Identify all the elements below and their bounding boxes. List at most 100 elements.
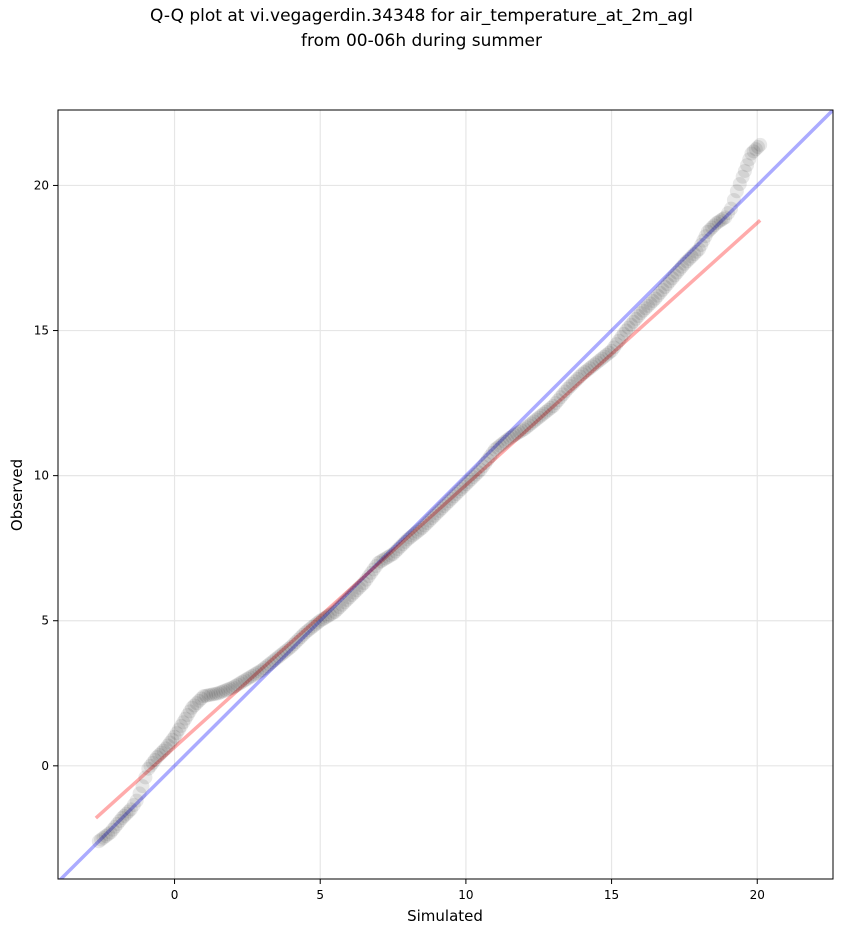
qq-point <box>691 242 706 257</box>
x-tick-label: 15 <box>604 888 619 902</box>
qq-point <box>335 597 350 612</box>
y-tick-label: 10 <box>34 469 49 483</box>
qq-point <box>383 548 398 563</box>
qq-point <box>185 700 200 715</box>
qq-point <box>616 326 631 341</box>
y-tick-label: 20 <box>34 178 49 192</box>
qq-point <box>665 271 680 286</box>
qq-point <box>359 572 374 587</box>
qq-point <box>449 487 464 502</box>
qq-point <box>640 298 655 313</box>
qq-point <box>129 793 144 808</box>
qq-point <box>696 233 711 248</box>
qq-point <box>126 798 141 813</box>
qq-point <box>592 353 607 368</box>
qq-point <box>257 661 272 676</box>
qq-point <box>393 539 408 554</box>
qq-point <box>563 379 578 394</box>
qq-point <box>650 288 665 303</box>
qq-point <box>560 381 575 396</box>
qq-point <box>609 337 624 352</box>
qq-point <box>349 583 364 598</box>
qq-point <box>369 559 384 574</box>
qq-point <box>269 651 284 666</box>
qq-point <box>558 384 573 399</box>
qq-point <box>264 655 279 670</box>
qq-point <box>478 456 493 471</box>
qq-point <box>303 621 318 636</box>
qq-point <box>242 670 257 685</box>
qq-point <box>410 524 425 539</box>
qq-point <box>415 520 430 535</box>
qq-point <box>483 449 498 464</box>
qq-point <box>187 698 202 713</box>
qq-point <box>672 262 687 277</box>
qq-point <box>753 137 768 152</box>
qq-point <box>604 343 619 358</box>
qq-point <box>424 511 439 526</box>
qq-point <box>705 220 720 235</box>
qq-point <box>594 351 609 366</box>
qq-point <box>577 365 592 380</box>
qq-point <box>611 333 626 348</box>
qq-point <box>339 592 354 607</box>
qq-point <box>526 414 541 429</box>
qq-point <box>531 410 546 425</box>
qq-point <box>230 677 245 692</box>
qq-point <box>252 664 267 679</box>
x-tick-label: 5 <box>316 888 324 902</box>
qq-point <box>171 722 186 737</box>
qq-point <box>434 501 449 516</box>
qq-point <box>517 422 532 437</box>
qq-point <box>536 406 551 421</box>
qq-point <box>199 688 214 703</box>
qq-point <box>201 688 216 703</box>
qq-point <box>378 551 393 566</box>
qq-point <box>211 686 226 701</box>
qq-point <box>422 513 437 528</box>
qq-point <box>110 816 125 831</box>
qq-point <box>96 830 111 845</box>
qq-point <box>274 647 289 662</box>
qq-point <box>556 387 571 402</box>
qq-point <box>390 542 405 557</box>
qq-point <box>740 158 755 173</box>
qq-point <box>356 576 371 591</box>
qq-point <box>271 649 286 664</box>
qq-point <box>602 345 617 360</box>
quantile-points <box>91 137 768 849</box>
qq-point <box>446 489 461 504</box>
qq-point <box>541 402 556 417</box>
qq-point <box>718 210 733 225</box>
qq-point <box>512 425 527 440</box>
qq-point <box>645 294 660 309</box>
qq-point <box>497 434 512 449</box>
identity-line <box>58 110 833 879</box>
qq-point <box>233 676 248 691</box>
qq-point <box>174 718 189 733</box>
qq-point <box>259 659 274 674</box>
qq-point <box>597 349 612 364</box>
qq-point <box>502 430 517 445</box>
qq-point <box>152 747 167 762</box>
qq-point <box>388 544 403 559</box>
qq-point <box>192 693 207 708</box>
qq-point <box>619 323 634 338</box>
qq-point <box>267 653 282 668</box>
qq-point <box>407 526 422 541</box>
grid <box>58 110 833 879</box>
qq-point <box>327 605 342 620</box>
qq-point <box>247 667 262 682</box>
qq-point <box>653 285 668 300</box>
qq-point <box>631 309 646 324</box>
qq-point <box>580 363 595 378</box>
qq-point <box>713 213 728 228</box>
qq-point <box>742 152 757 167</box>
qq-point <box>403 530 418 545</box>
qq-point <box>590 355 605 370</box>
qq-point <box>132 786 147 801</box>
qq-point <box>337 595 352 610</box>
qq-point <box>420 516 435 531</box>
qq-point <box>305 619 320 634</box>
qq-point <box>539 404 554 419</box>
